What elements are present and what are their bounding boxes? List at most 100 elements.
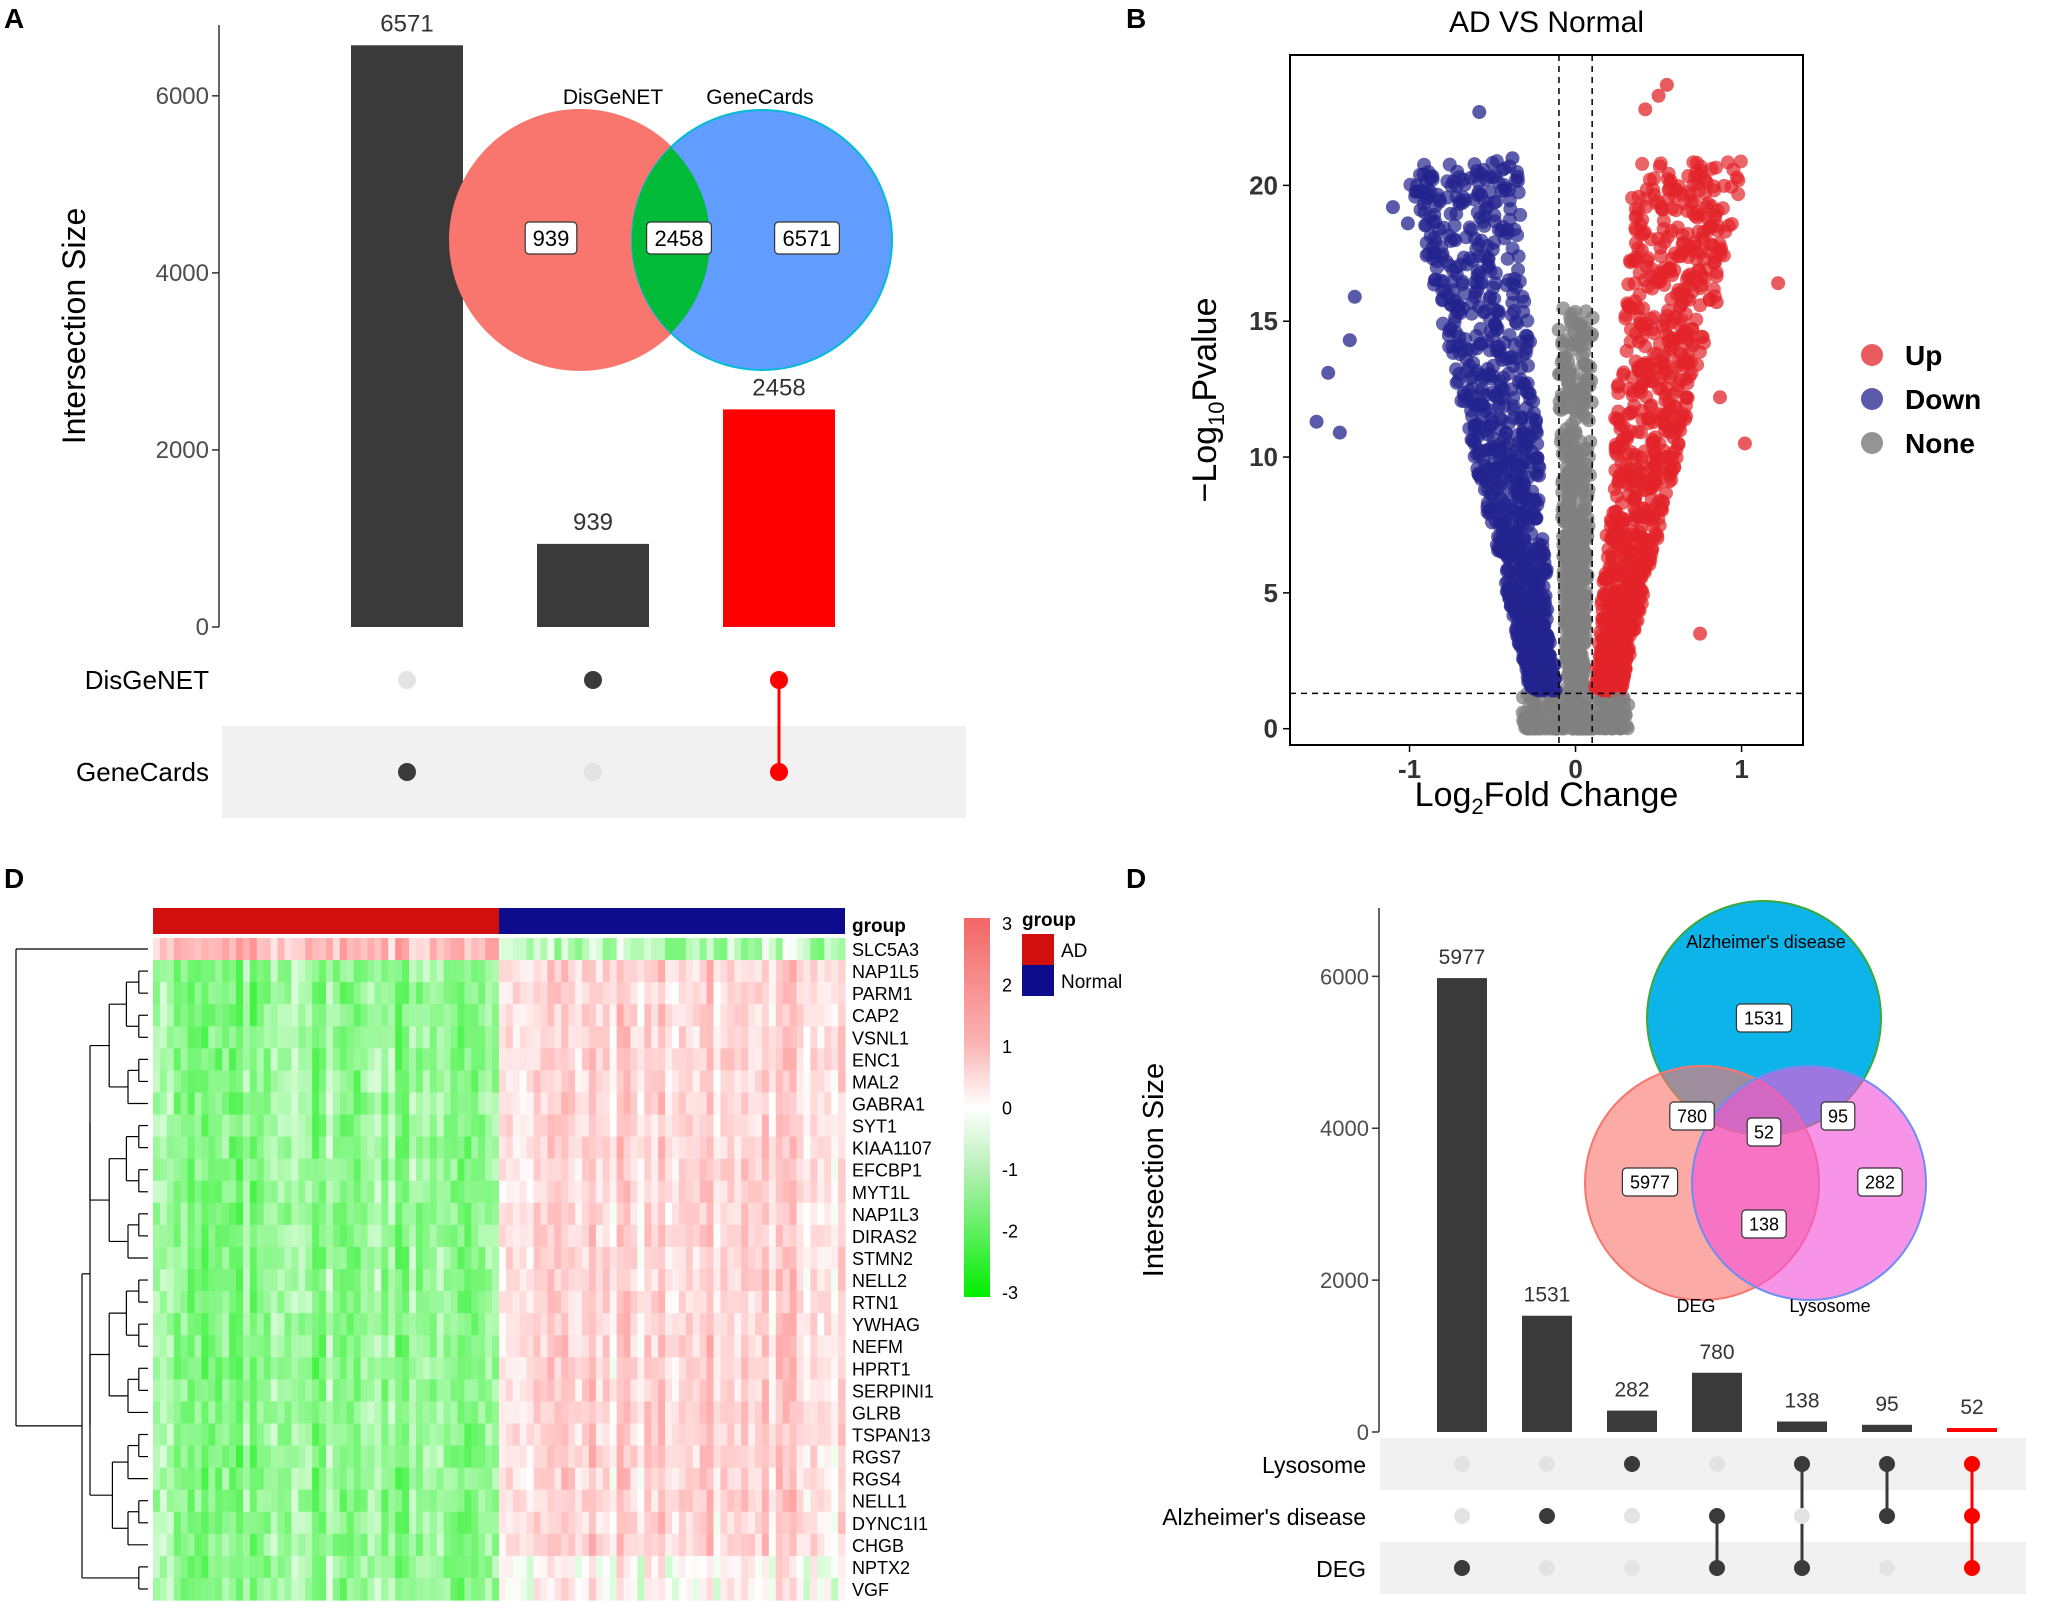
heatmap-cell — [685, 1423, 694, 1447]
heatmap-cell — [519, 1136, 528, 1160]
heatmap-cell — [173, 1269, 182, 1292]
heatmap-cell — [775, 1092, 784, 1116]
heatmap-cell — [443, 960, 452, 983]
heatmap-cell — [561, 1379, 569, 1402]
heatmap-cell — [741, 938, 749, 961]
heatmap-cell — [443, 1401, 452, 1425]
volcano-point-none — [1560, 558, 1575, 573]
heatmap-cell — [761, 1335, 770, 1358]
heatmap-cell — [782, 1114, 791, 1138]
heatmap-cell — [166, 1357, 175, 1380]
heatmap-cell — [810, 1291, 818, 1314]
heatmap-cell — [187, 1269, 196, 1292]
heatmap-cell — [256, 1092, 265, 1116]
volcano-point-down — [1342, 333, 1357, 348]
heatmap-cell — [768, 1092, 777, 1116]
heatmap-cell — [236, 1070, 244, 1094]
heatmap-cell — [588, 1180, 597, 1204]
heatmap-cell — [734, 960, 742, 983]
heatmap-cell — [346, 1202, 355, 1226]
volcano-point-down — [1488, 276, 1503, 291]
heatmap-cell — [644, 1070, 652, 1094]
heatmap-cell — [367, 982, 376, 1005]
heatmap-cell — [838, 1114, 846, 1138]
heatmap-cell — [789, 1246, 798, 1270]
heatmap-cell — [644, 1004, 652, 1027]
heatmap-cell — [706, 1335, 715, 1358]
heatmap-cell — [270, 1048, 279, 1071]
heatmap-cell — [568, 1092, 576, 1116]
heatmap-cell — [457, 1335, 465, 1358]
heatmap-cell — [644, 1246, 652, 1270]
heatmap-cell — [575, 1423, 583, 1447]
matrix-dot-filled — [398, 763, 416, 781]
volcano-point-down — [1459, 230, 1474, 245]
heatmap-cell — [575, 1180, 583, 1204]
heatmap-cell — [761, 1070, 770, 1094]
heatmap-cell — [831, 1379, 839, 1402]
heatmap-cell — [471, 1224, 479, 1248]
heatmap-cell — [229, 1026, 237, 1049]
heatmap-cell — [201, 1291, 209, 1314]
heatmap-cell — [748, 1269, 756, 1292]
heatmap-cell — [734, 1180, 742, 1204]
heatmap-cell — [838, 1357, 846, 1380]
heatmap-cell — [512, 1158, 521, 1182]
matrix-dot-empty — [398, 671, 416, 689]
y-tick-label: 5 — [1264, 578, 1278, 608]
heatmap-cell — [658, 1202, 666, 1226]
heatmap-cell — [409, 1202, 417, 1226]
heatmap-cell — [187, 1136, 196, 1160]
heatmap-cell — [582, 1114, 590, 1138]
heatmap-cell — [436, 1379, 445, 1402]
volcano-point-down — [1452, 329, 1467, 344]
heatmap-cell — [775, 1004, 784, 1027]
heatmap-cell — [582, 1224, 590, 1248]
heatmap-cell — [422, 1401, 431, 1425]
heatmap-cell — [630, 1026, 638, 1049]
heatmap-cell — [180, 1313, 189, 1336]
heatmap-cell — [326, 1114, 334, 1138]
heatmap-cell — [249, 1070, 258, 1094]
heatmap-cell — [499, 1357, 507, 1380]
volcano-point-up — [1625, 370, 1640, 385]
heatmap-cell — [388, 938, 396, 961]
heatmap-cell — [568, 1357, 576, 1380]
heatmap-cell — [415, 1158, 424, 1182]
volcano-point-down — [1497, 183, 1512, 198]
heatmap-cell — [284, 1379, 292, 1402]
heatmap-cell — [457, 982, 465, 1005]
heatmap-cell — [575, 1246, 583, 1270]
heatmap-cell — [263, 1313, 272, 1336]
heatmap-cell — [602, 1158, 611, 1182]
heatmap-cell — [609, 1158, 618, 1182]
heatmap-cell — [540, 1136, 549, 1160]
y-axis-label-rest: Pvalue — [1186, 297, 1224, 401]
heatmap-cell — [575, 1158, 583, 1182]
heatmap-cell — [755, 938, 763, 961]
heatmap-cell — [326, 1379, 334, 1402]
heatmap-cell — [201, 1246, 209, 1270]
heatmap-cell — [236, 1246, 244, 1270]
heatmap-cell — [658, 1136, 666, 1160]
volcano-point-down — [1467, 192, 1482, 207]
heatmap-cell — [277, 1379, 286, 1402]
heatmap-cell — [575, 1070, 583, 1094]
heatmap-cell — [547, 1092, 555, 1116]
heatmap-cell — [187, 1004, 196, 1027]
heatmap-cell — [706, 960, 715, 983]
volcano-point-down — [1467, 418, 1482, 433]
heatmap-cell — [796, 1269, 805, 1292]
heatmap-cell — [630, 1313, 638, 1336]
heatmap-cell — [588, 1335, 597, 1358]
heatmap-cell — [505, 1224, 514, 1248]
heatmap-cell — [692, 960, 701, 983]
heatmap-cell — [824, 1136, 832, 1160]
heatmap-cell — [422, 1158, 431, 1182]
heatmap-cell — [533, 1335, 542, 1358]
heatmap-cell — [263, 1202, 272, 1226]
heatmap-cell — [602, 1092, 611, 1116]
heatmap-cell — [215, 1313, 223, 1336]
heatmap-cell — [782, 982, 791, 1005]
